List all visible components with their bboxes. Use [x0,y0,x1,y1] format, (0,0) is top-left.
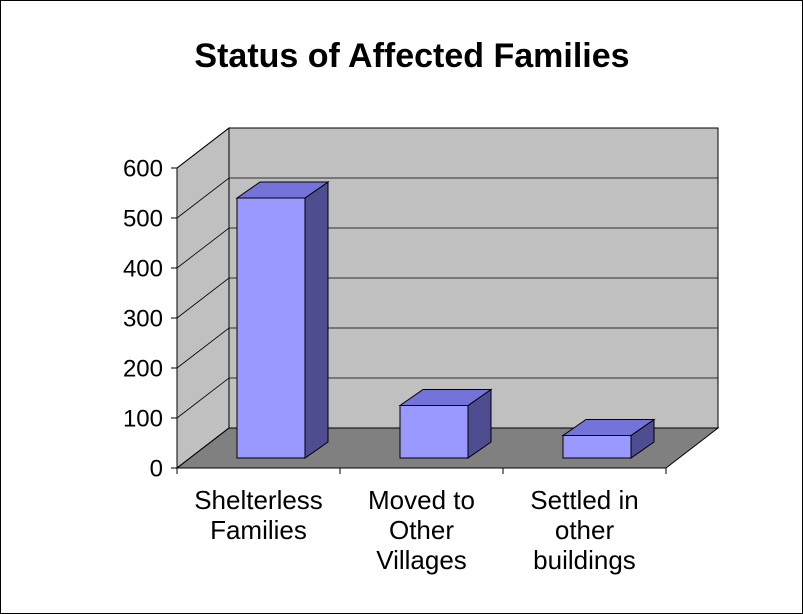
y-tick-label: 100 [123,405,163,432]
chart-title: Status of Affected Families [194,37,629,75]
x-tick-label: Moved to Other Villages [368,485,475,575]
grid-line [176,377,718,419]
y-tick-label: 500 [123,205,163,232]
grid-line [176,127,718,169]
grid-line [176,177,718,219]
x-tick-label: Shelterless Families [194,485,323,545]
grid-line [176,227,718,269]
grid-line [176,277,718,319]
grid-line [176,327,718,369]
y-tick-label: 600 [123,155,163,182]
bar-side [304,181,329,459]
y-tick-label: 200 [123,355,163,382]
x-tick-label: Settled in other buildings [530,485,639,575]
grid-line [176,427,718,469]
bar [399,405,469,459]
y-tick-label: 300 [123,305,163,332]
y-tick-label: 400 [123,255,163,282]
bar [236,197,306,459]
y-tick-label: 0 [150,455,163,482]
bar [562,435,632,459]
